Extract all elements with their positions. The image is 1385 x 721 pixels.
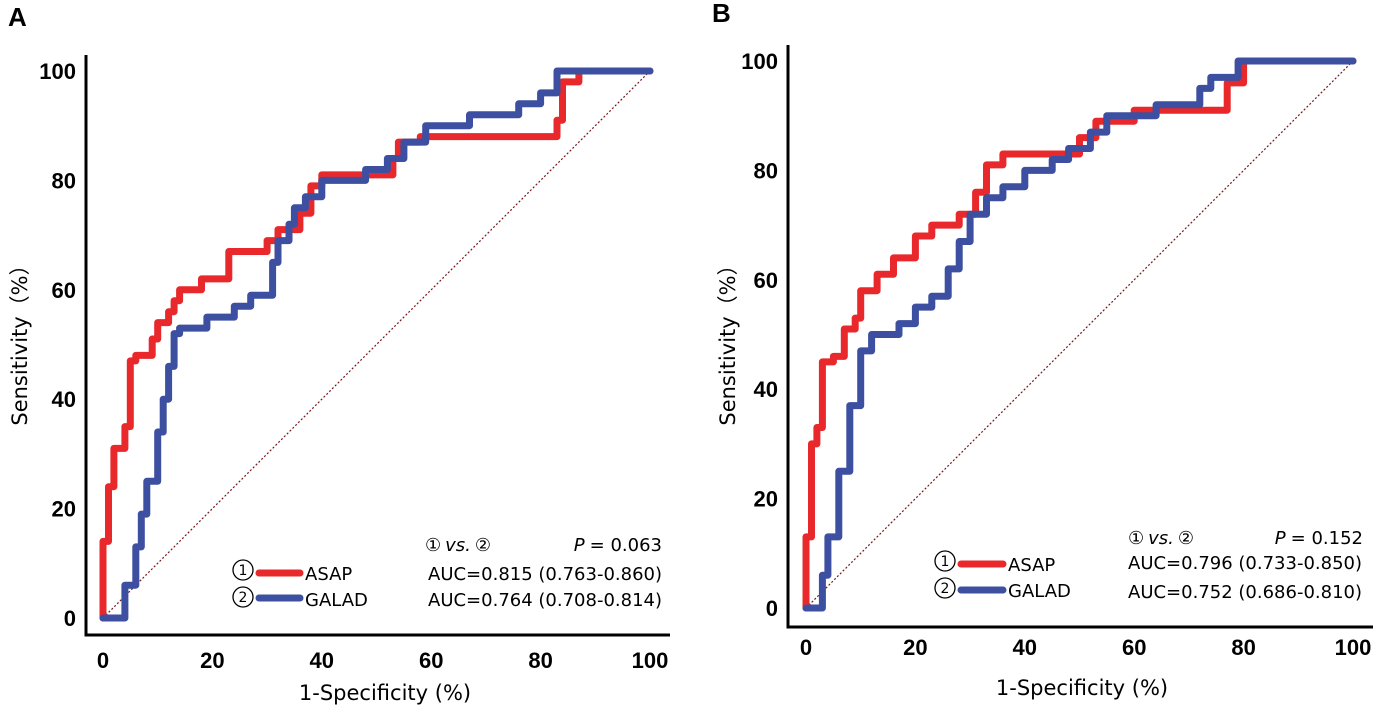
- legend-marker-1-b: 1: [941, 554, 950, 570]
- y-tick-label-a: 80: [52, 168, 76, 193]
- legend-marker-circle-1-b: [934, 550, 956, 572]
- legend-label-asap-a: ASAP: [305, 564, 352, 585]
- x-tick-label-a: 0: [97, 648, 109, 673]
- legend-label-asap-b: ASAP: [1008, 555, 1055, 576]
- panel-label-b: B: [712, 0, 731, 28]
- roc-curve-galad-a: [99, 67, 654, 622]
- roc-curves-a: [99, 67, 654, 622]
- reference-diagonal-b: [805, 60, 1354, 609]
- x-tick-label-b: 0: [800, 635, 812, 660]
- legend-label-galad-a: GALAD: [305, 590, 368, 611]
- y-tick-label-b: 80: [754, 158, 778, 183]
- x-tick-label-a: 40: [310, 648, 334, 673]
- x-tick-label-a: 100: [632, 648, 669, 673]
- y-tick-label-a: 100: [39, 59, 76, 84]
- x-tick-label-a: 20: [200, 648, 224, 673]
- y-tick-label-b: 60: [754, 268, 778, 293]
- y-axis-title-a: Sensitivity（%）: [8, 254, 32, 425]
- p-value-a: P = 0.063: [574, 535, 662, 556]
- y-tick-label-b: 40: [754, 377, 778, 402]
- x-tick-label-b: 20: [903, 635, 927, 660]
- x-ticks-b: 0 20 40 60 80 100: [800, 635, 1371, 660]
- legend-a: 1 ASAP 2 GALAD: [232, 559, 368, 611]
- roc-curves-b: [802, 57, 1357, 612]
- roc-curve-asap-a: [99, 67, 654, 622]
- axes-a: [84, 55, 670, 637]
- y-tick-label-b: 20: [754, 487, 778, 512]
- y-tick-label-a: 20: [52, 497, 76, 522]
- x-tick-label-a: 60: [419, 648, 443, 673]
- panel-a: A 0 20 40 60 80 100 0 20 40 60 80 100 1-Specificit…: [8, 2, 670, 705]
- legend-marker-circle-2-b: [934, 577, 956, 599]
- auc-galad-a: AUC=0.764 (0.708-0.814): [428, 590, 662, 611]
- x-tick-label-b: 80: [1231, 635, 1255, 660]
- auc-asap-b: AUC=0.796 (0.733-0.850): [1128, 553, 1362, 574]
- axes-b: [786, 45, 1373, 629]
- auc-asap-a: AUC=0.815 (0.763-0.860): [428, 564, 662, 585]
- x-axis-title-b: 1-Specificity (%): [996, 676, 1168, 700]
- p-value-b: P = 0.152: [1275, 528, 1363, 549]
- y-tick-label-a: 0: [64, 606, 76, 631]
- y-tick-label-a: 60: [52, 278, 76, 303]
- y-ticks-b: 0 20 40 60 80 100: [741, 49, 778, 621]
- roc-curve-galad-b: [802, 57, 1357, 612]
- legend-label-galad-b: GALAD: [1008, 581, 1071, 602]
- legend-marker-2-a: 2: [239, 590, 248, 606]
- x-ticks-a: 0 20 40 60 80 100: [97, 648, 668, 673]
- y-axis-title-b: Sensitivity（%）: [716, 254, 740, 425]
- legend-marker-circle-2-a: [232, 586, 254, 608]
- legend-marker-circle-1-a: [232, 559, 254, 581]
- legend-b: 1 ASAP 2 GALAD: [934, 550, 1071, 602]
- x-tick-label-b: 100: [1335, 635, 1372, 660]
- comparison-label-a: ① vs. ②: [425, 535, 491, 556]
- x-axis-title-a: 1-Specificity (%): [299, 681, 471, 705]
- x-tick-label-b: 60: [1122, 635, 1146, 660]
- y-tick-label-b: 100: [741, 49, 778, 74]
- legend-marker-1-a: 1: [239, 563, 248, 579]
- y-tick-label-b: 0: [766, 596, 778, 621]
- legend-marker-2-b: 2: [941, 581, 950, 597]
- panel-label-a: A: [8, 2, 27, 32]
- y-tick-label-a: 40: [52, 387, 76, 412]
- y-ticks-a: 0 20 40 60 80 100: [39, 59, 76, 631]
- panel-b: B 0 20 40 60 80 100 0 20 40 60 80 100 1-Specificit…: [712, 0, 1373, 700]
- x-tick-label-b: 40: [1013, 635, 1037, 660]
- comparison-label-b: ① vs. ②: [1128, 528, 1194, 549]
- x-tick-label-a: 80: [528, 648, 552, 673]
- reference-diagonal-a: [102, 70, 651, 619]
- roc-curve-asap-b: [802, 57, 1357, 612]
- auc-galad-b: AUC=0.752 (0.686-0.810): [1128, 582, 1362, 603]
